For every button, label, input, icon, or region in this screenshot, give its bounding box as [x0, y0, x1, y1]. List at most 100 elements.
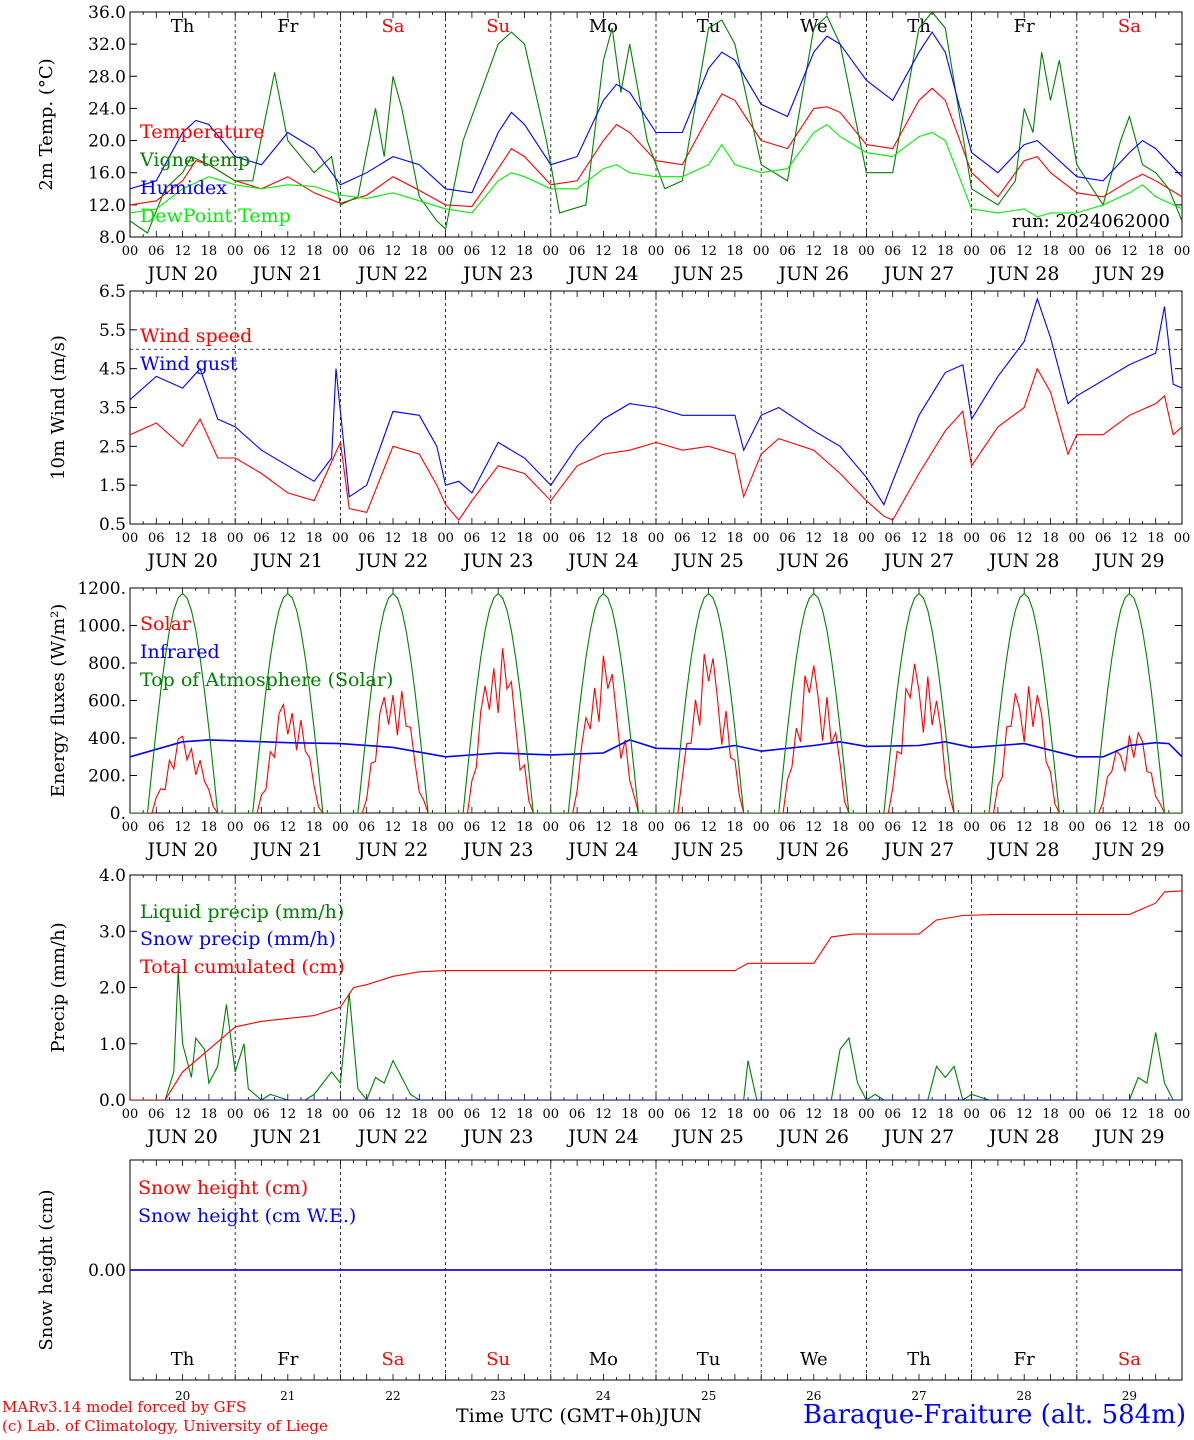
hour-label: 00	[858, 820, 875, 835]
hour-label: 12	[280, 531, 297, 546]
legend-entry: Snow precip (mm/h)	[140, 928, 336, 950]
hour-label: 06	[990, 1107, 1007, 1122]
y-tick-label: 200.	[88, 767, 126, 787]
weekday-label: Mo	[589, 16, 618, 37]
hour-label: 06	[253, 820, 270, 835]
hour-label: 06	[358, 531, 375, 546]
date-label: JUN 28	[987, 263, 1059, 285]
y-tick-label: 2.0	[99, 979, 126, 999]
hour-label: 06	[990, 531, 1007, 546]
day-number-label: 26	[806, 1389, 821, 1403]
hour-label: 12	[1016, 1107, 1033, 1122]
hour-label: 18	[1147, 531, 1164, 546]
hour-label: 00	[1174, 244, 1191, 259]
legend-entry: Solar	[140, 613, 192, 635]
hour-label: 18	[1147, 1107, 1164, 1122]
legend-entry: Snow height (cm W.E.)	[138, 1205, 356, 1227]
hour-label: 12	[385, 244, 402, 259]
hour-label: 00	[1174, 1107, 1191, 1122]
hour-label: 12	[806, 1107, 823, 1122]
hour-label: 06	[674, 820, 691, 835]
hour-label: 00	[437, 531, 454, 546]
hour-label: 12	[1121, 244, 1138, 259]
y-tick-label: 0.5	[99, 515, 126, 535]
date-label: JUN 21	[251, 1126, 323, 1148]
y-axis-title: Energy fluxes (W/m²)	[48, 604, 69, 798]
hour-label: 12	[806, 531, 823, 546]
hour-label: 06	[253, 244, 270, 259]
y-tick-label: 6.5	[99, 282, 126, 302]
date-label: JUN 27	[882, 839, 954, 861]
day-number-label: 24	[596, 1389, 612, 1403]
hour-label: 06	[464, 820, 481, 835]
hour-label: 12	[490, 1107, 507, 1122]
day-number-label: 29	[1122, 1389, 1137, 1403]
hour-label: 00	[963, 244, 980, 259]
hour-label: 12	[1016, 531, 1033, 546]
hour-label: 00	[1069, 531, 1086, 546]
hour-label: 18	[832, 244, 849, 259]
date-label: JUN 26	[777, 550, 849, 572]
hour-label: 18	[516, 820, 533, 835]
y-axis-title: Precip (mm/h)	[48, 922, 69, 1052]
hour-label: 18	[1042, 531, 1059, 546]
weekday-label: Th	[171, 1349, 195, 1370]
date-label: JUN 29	[1092, 1126, 1164, 1148]
hour-label: 12	[280, 244, 297, 259]
y-tick-label: 0.	[110, 804, 126, 824]
date-label: JUN 24	[566, 839, 638, 861]
date-label: JUN 25	[671, 839, 743, 861]
day-number-label: 25	[701, 1389, 716, 1403]
hour-label: 12	[174, 244, 191, 259]
hour-label: 00	[1069, 820, 1086, 835]
hour-label: 00	[858, 531, 875, 546]
hour-label: 06	[358, 244, 375, 259]
date-label: JUN 27	[882, 263, 954, 285]
day-number-label: 20	[175, 1389, 190, 1403]
date-label: JUN 27	[882, 550, 954, 572]
hour-label: 00	[543, 1107, 560, 1122]
date-label: JUN 26	[777, 1126, 849, 1148]
hour-label: 00	[122, 531, 139, 546]
hour-label: 00	[1174, 531, 1191, 546]
day-number-label: 22	[385, 1389, 400, 1403]
station-name: Baraque-Fraiture (alt. 584m)	[802, 1400, 1186, 1430]
hour-label: 00	[963, 820, 980, 835]
hour-label: 06	[253, 531, 270, 546]
hour-label: 12	[385, 531, 402, 546]
y-tick-label: 1.0	[99, 1035, 126, 1055]
legend-entry: Vigne temp	[139, 149, 250, 171]
hour-label: 06	[1095, 820, 1112, 835]
series-line	[130, 970, 1182, 1100]
day-number-label: 28	[1017, 1389, 1032, 1403]
hour-label: 18	[1042, 244, 1059, 259]
hour-label: 00	[648, 531, 665, 546]
hour-label: 18	[411, 820, 428, 835]
hour-label: 00	[227, 531, 244, 546]
y-tick-label: 600.	[88, 692, 126, 712]
date-label: JUN 28	[987, 839, 1059, 861]
date-label: JUN 21	[251, 839, 323, 861]
hour-label: 06	[148, 531, 165, 546]
hour-label: 00	[122, 1107, 139, 1122]
date-label: JUN 24	[566, 1126, 638, 1148]
hour-label: 18	[306, 531, 323, 546]
date-label: JUN 27	[882, 1126, 954, 1148]
hour-label: 18	[1147, 244, 1164, 259]
hour-label: 12	[700, 1107, 717, 1122]
hour-label: 18	[832, 1107, 849, 1122]
legend-entry: Infrared	[140, 641, 220, 663]
legend-entry: Humidex	[140, 177, 227, 199]
hour-label: 06	[1095, 1107, 1112, 1122]
weekday-label: Sa	[381, 1349, 404, 1370]
hour-label: 00	[648, 1107, 665, 1122]
legend-entry: Wind gust	[140, 353, 238, 375]
hour-label: 18	[937, 531, 954, 546]
series-line	[130, 367, 1182, 522]
hour-label: 18	[1042, 1107, 1059, 1122]
hour-label: 06	[358, 820, 375, 835]
hour-label: 12	[911, 820, 928, 835]
y-tick-label: 800.	[88, 654, 126, 674]
hour-label: 12	[1121, 1107, 1138, 1122]
